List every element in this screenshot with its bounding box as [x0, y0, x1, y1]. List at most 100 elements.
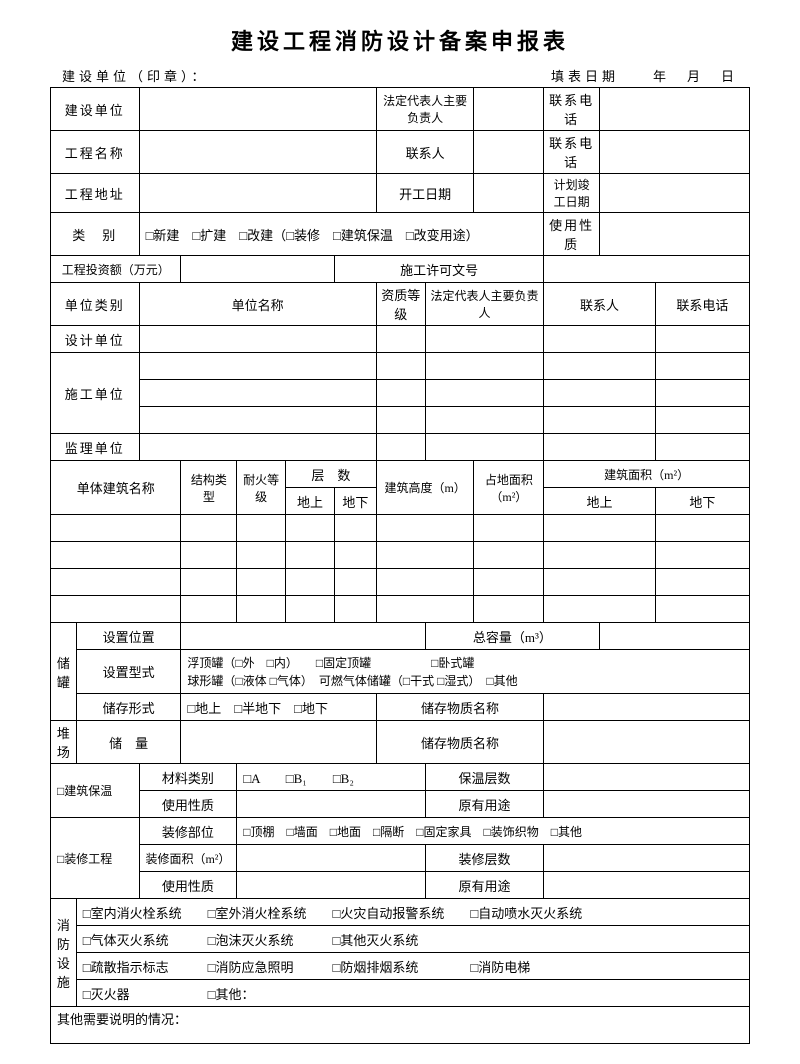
yard-qty-label: 储 量 [76, 721, 181, 764]
contact-value[interactable] [474, 131, 544, 174]
deco-orig-value[interactable] [544, 872, 750, 899]
below-label: 地下 [334, 488, 376, 515]
unitcat-label: 单位类别 [51, 283, 140, 326]
tank-cap-value[interactable] [600, 623, 750, 650]
fire-r1[interactable]: □室内消火栓系统 □室外消火栓系统 □火灾自动报警系统 □自动喷水灭火系统 [76, 899, 749, 926]
bld-r4[interactable] [51, 596, 181, 623]
firegrade-label: 耐火等级 [237, 461, 286, 515]
ins-orig-value[interactable] [544, 791, 750, 818]
ins-use-label: 使用性质 [139, 791, 237, 818]
deco-layers-label: 装修层数 [425, 845, 544, 872]
constr-r1-name[interactable] [139, 353, 376, 380]
ins-layers-label: 保温层数 [425, 764, 544, 791]
design-contact[interactable] [544, 326, 656, 353]
struct-label: 结构类型 [181, 461, 237, 515]
other-label[interactable]: 其他需要说明的情况： [51, 1007, 750, 1044]
land-label: 占地面积（m²） [474, 461, 544, 515]
unitname-label: 单位名称 [139, 283, 376, 326]
start-value[interactable] [474, 174, 544, 213]
tank-pos-label: 设置位置 [76, 623, 181, 650]
proj-value[interactable] [139, 131, 376, 174]
deco-area-label: 装修面积（m²） [139, 845, 237, 872]
addr-value[interactable] [139, 174, 376, 213]
constr-r2-name[interactable] [139, 380, 376, 407]
design-legal[interactable] [425, 326, 544, 353]
design-qual[interactable] [376, 326, 425, 353]
unit-label: 建设单位 [51, 88, 140, 131]
design-unit-name[interactable] [139, 326, 376, 353]
invest-label: 工程投资额（万元） [51, 256, 181, 283]
unit-value[interactable] [139, 88, 376, 131]
deco-part-label: 装修部位 [139, 818, 237, 845]
constr-unit-label: 施工单位 [51, 353, 140, 434]
tank-store-opts[interactable]: □地上 □半地下 □地下 [181, 694, 376, 721]
fire-r3[interactable]: □疏散指示标志 □消防应急照明 □防烟排烟系统 □消防电梯 [76, 953, 749, 980]
legal-label: 法定代表人主要负责人 [376, 88, 474, 131]
tank-pos-value[interactable] [181, 623, 425, 650]
tel-label: 联系电话 [544, 88, 600, 131]
super-name[interactable] [139, 434, 376, 461]
yard-qty-value[interactable] [181, 721, 376, 764]
tank-store-label: 储存形式 [76, 694, 181, 721]
tank-cap-label: 总容量（m³） [425, 623, 599, 650]
invest-value[interactable] [181, 256, 334, 283]
yard-side-label: 堆场 [51, 721, 77, 764]
date-label: 填表日期 年 月 日 [551, 66, 738, 85]
form-title: 建设工程消防设计备案申报表 [50, 24, 750, 56]
start-label: 开工日期 [376, 174, 474, 213]
permit-value[interactable] [544, 256, 750, 283]
insulation-label[interactable]: □建筑保温 [51, 764, 140, 818]
deco-orig-label: 原有用途 [425, 872, 544, 899]
addr-label: 工程地址 [51, 174, 140, 213]
qual-label: 资质等级 [376, 283, 425, 326]
ins-use-value[interactable] [237, 791, 425, 818]
tank-form-opts[interactable]: 浮顶罐（□外 □内） □固定顶罐 □卧式罐 球形罐（□液体 □气体） 可燃气体储… [181, 650, 750, 694]
main-table: 建设单位 法定代表人主要负责人 联系电话 工程名称 联系人 联系电话 工程地址 … [50, 87, 750, 1044]
legal2-label: 法定代表人主要负责人 [425, 283, 544, 326]
plan-end-label: 计划竣工日期 [544, 174, 600, 213]
fire-r4[interactable]: □灭火器 □其他： [76, 980, 749, 1007]
deco-layers-value[interactable] [544, 845, 750, 872]
constr-r3-name[interactable] [139, 407, 376, 434]
plan-end-value[interactable] [600, 174, 750, 213]
material-opts[interactable]: □A □B₁ □B₂ [237, 764, 425, 791]
ins-layers-value[interactable] [544, 764, 750, 791]
bld-r1[interactable] [51, 515, 181, 542]
tel-value[interactable] [600, 88, 750, 131]
floors-label: 层 数 [286, 461, 377, 488]
deco-part-opts[interactable]: □顶棚 □墙面 □地面 □隔断 □固定家具 □装饰织物 □其他 [237, 818, 750, 845]
height-label: 建筑高度（m） [376, 461, 474, 515]
use-value[interactable] [600, 213, 750, 256]
use-label: 使用性质 [544, 213, 600, 256]
bldname-label: 单体建筑名称 [51, 461, 181, 515]
type-opts[interactable]: □新建 □扩建 □改建（□装修 □建筑保温 □改变用途） [139, 213, 544, 256]
design-tel[interactable] [655, 326, 749, 353]
permit-label: 施工许可文号 [334, 256, 543, 283]
tel2-label: 联系电话 [544, 131, 600, 174]
tank-side-label: 储罐 [51, 623, 77, 721]
yard-matter-value[interactable] [544, 721, 750, 764]
deco-area-value[interactable] [237, 845, 425, 872]
decoration-label[interactable]: □装修工程 [51, 818, 140, 899]
deco-use-value[interactable] [237, 872, 425, 899]
area-below-label: 地下 [655, 488, 749, 515]
deco-use-label: 使用性质 [139, 872, 237, 899]
bld-r3[interactable] [51, 569, 181, 596]
above-label: 地上 [286, 488, 335, 515]
yard-matter-label: 储存物质名称 [376, 721, 543, 764]
design-unit-label: 设计单位 [51, 326, 140, 353]
bld-r2[interactable] [51, 542, 181, 569]
ins-orig-label: 原有用途 [425, 791, 544, 818]
fire-r2[interactable]: □气体灭火系统 □泡沫灭火系统 □其他灭火系统 [76, 926, 749, 953]
tank-matter-value[interactable] [544, 694, 750, 721]
proj-label: 工程名称 [51, 131, 140, 174]
contact-label: 联系人 [376, 131, 474, 174]
material-label: 材料类别 [139, 764, 237, 791]
fire-side-label: 消防设施 [51, 899, 77, 1007]
tank-matter-label: 储存物质名称 [376, 694, 543, 721]
area-above-label: 地上 [544, 488, 656, 515]
tel3-label: 联系电话 [655, 283, 749, 326]
tel2-value[interactable] [600, 131, 750, 174]
legal-value[interactable] [474, 88, 544, 131]
tank-form-label: 设置型式 [76, 650, 181, 694]
